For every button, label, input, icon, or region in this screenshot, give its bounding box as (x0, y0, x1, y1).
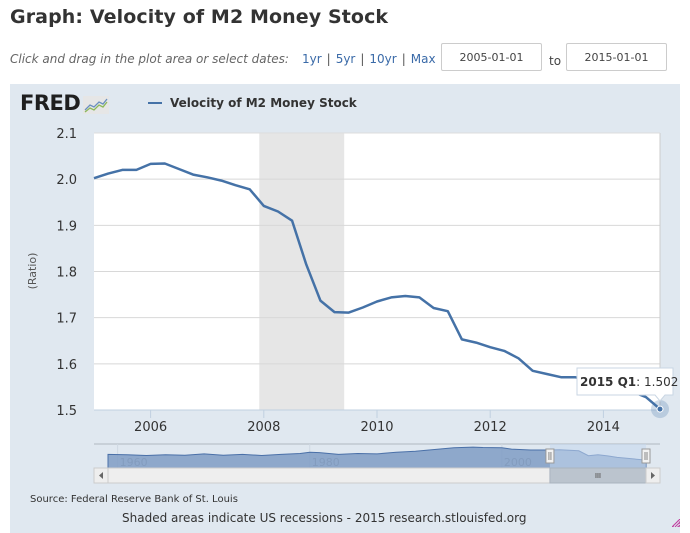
legend[interactable]: Velocity of M2 Money Stock (148, 96, 357, 110)
legend-series-swatch (148, 102, 162, 104)
navigator-handle-left[interactable] (545, 448, 555, 464)
tooltip-value: 1.502 (644, 375, 678, 389)
y-tick-label: 1.8 (56, 266, 77, 281)
tooltip: 2015 Q1: 1.502 (576, 367, 678, 402)
x-tick-label: 2006 (134, 420, 167, 435)
date-range-controls: Click and drag in the plot area or selec… (10, 52, 436, 66)
arrow-left-icon (99, 472, 103, 479)
start-date-input[interactable] (441, 43, 542, 71)
range-1yr-link[interactable]: 1yr (301, 52, 322, 66)
range-hint: Click and drag in the plot area or selec… (10, 52, 289, 66)
fred-logo-text: FRED (20, 91, 81, 115)
gridlines (94, 132, 661, 410)
chart-line-icon (83, 96, 110, 114)
series-line (93, 162, 661, 411)
y-axis-label: (Ratio) (26, 253, 39, 290)
separator: | (326, 52, 331, 66)
y-tick-label: 2.1 (56, 127, 77, 142)
footnote-text: Shaded areas indicate US recessions - 20… (122, 511, 527, 525)
y-axis-ticks: 1.5 1.6 1.7 1.8 1.9 2.0 2.1 (56, 127, 77, 419)
end-date-input[interactable] (566, 43, 667, 71)
y-tick-label: 1.9 (56, 219, 77, 234)
tooltip-text: 2015 Q1: 1.502 (580, 375, 678, 389)
scrollbar-left-arrow[interactable] (93, 467, 109, 484)
range-max-link[interactable]: Max (410, 52, 436, 66)
navigator-handle-right[interactable] (641, 448, 651, 464)
fred-logo[interactable]: FRED (20, 91, 110, 115)
x-tick-label: 2012 (474, 420, 507, 435)
range-5yr-link[interactable]: 5yr (335, 52, 356, 66)
arrow-right-icon (651, 472, 655, 479)
page-title: Graph: Velocity of M2 Money Stock (10, 6, 389, 28)
to-label: to (549, 54, 562, 68)
separator: | (360, 52, 365, 66)
resize-handle-icon[interactable] (672, 519, 680, 527)
handle-body (545, 448, 555, 464)
legend-series-label: Velocity of M2 Money Stock (170, 96, 357, 110)
handle-body (641, 448, 651, 464)
separator: | (401, 52, 406, 66)
hover-point[interactable] (656, 405, 664, 413)
range-10yr-link[interactable]: 10yr (369, 52, 397, 66)
y-tick-label: 1.7 (56, 312, 77, 327)
navigator-selected-range[interactable] (549, 444, 646, 468)
source-text: Source: Federal Reserve Bank of St. Loui… (30, 494, 238, 505)
scrollbar-right-arrow[interactable] (645, 467, 661, 484)
x-tick-label: 2014 (587, 420, 620, 435)
tooltip-box (576, 367, 674, 402)
tooltip-colon: : (636, 375, 644, 389)
x-axis-ticks: 2006 2008 2010 2012 2014 (134, 410, 620, 435)
scrollbar-grip-icon (595, 473, 601, 478)
tooltip-label: 2015 Q1 (580, 375, 636, 389)
x-tick-label: 2008 (247, 420, 280, 435)
y-tick-label: 1.6 (56, 358, 77, 373)
y-tick-label: 1.5 (56, 404, 77, 419)
x-tick-label: 2010 (360, 420, 393, 435)
y-tick-label: 2.0 (56, 173, 77, 188)
